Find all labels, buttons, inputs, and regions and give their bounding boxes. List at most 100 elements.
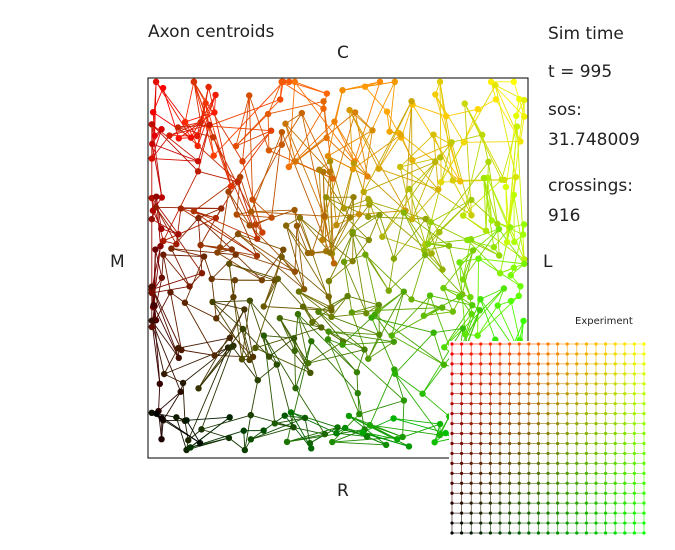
axon-centroid	[298, 109, 306, 117]
inset-node	[498, 511, 502, 515]
inset-node	[623, 491, 627, 495]
inset-node	[565, 342, 569, 346]
inset-node	[527, 382, 531, 386]
inset-node	[623, 511, 627, 515]
inset-node	[623, 352, 627, 356]
axon-edge	[446, 108, 478, 117]
axon-centroid	[334, 424, 341, 431]
axon-centroid	[299, 303, 307, 310]
inset-node	[594, 421, 598, 426]
axon-edge	[434, 94, 465, 143]
inset-node	[450, 501, 454, 505]
axon-centroid	[339, 87, 346, 94]
inset-node	[632, 511, 637, 515]
inset-node	[565, 382, 569, 386]
axon-edge	[184, 256, 205, 303]
axon-edge	[488, 161, 498, 224]
axon-edge	[217, 252, 263, 281]
inset-node	[575, 431, 579, 436]
axon-edge	[343, 261, 367, 314]
axon-centroid	[177, 388, 184, 395]
inset-node	[517, 372, 521, 376]
axon-centroid	[340, 205, 348, 212]
inset-node	[546, 461, 550, 465]
axon-edge	[213, 81, 284, 156]
inset-node	[460, 441, 464, 446]
axon-centroid	[345, 412, 353, 420]
inset-node	[517, 412, 521, 416]
inset-node	[546, 402, 550, 406]
axon-centroid	[159, 84, 167, 92]
inset-node	[479, 382, 483, 386]
inset-node	[546, 441, 550, 446]
inset-node	[565, 531, 569, 535]
inset-node	[508, 382, 512, 386]
axon-centroid	[325, 293, 332, 300]
axon-centroid	[152, 246, 159, 253]
axon-centroid	[177, 205, 185, 212]
inset-node	[584, 461, 589, 465]
inset-node	[460, 421, 464, 426]
inset-node	[584, 342, 589, 346]
axon-edge	[228, 263, 243, 360]
axon-centroid	[364, 173, 371, 180]
axon-centroid	[194, 168, 202, 175]
axon-centroid	[457, 178, 464, 185]
inset-node	[546, 421, 550, 426]
axon-edge	[162, 254, 171, 293]
inset-node	[536, 412, 541, 416]
axon-centroid	[361, 346, 368, 353]
inset-node	[594, 372, 598, 376]
inset-node	[479, 461, 483, 465]
axon-centroid	[174, 124, 182, 131]
axon-centroid	[173, 414, 180, 421]
axon-edge	[295, 341, 312, 389]
axon-edge	[237, 233, 284, 251]
axon-edge	[423, 295, 431, 316]
inset-node	[575, 441, 579, 446]
inset-node	[517, 531, 521, 535]
axon-edge	[151, 286, 180, 359]
inset-node	[508, 372, 512, 376]
inset-node	[460, 431, 464, 436]
axon-edge	[171, 248, 205, 257]
inset-node	[613, 441, 617, 446]
axon-centroid	[326, 158, 334, 165]
inset-node	[565, 362, 569, 366]
inset-node	[546, 392, 550, 396]
axon-edge	[268, 337, 295, 358]
inset-node	[479, 481, 483, 485]
axon-centroid	[167, 289, 174, 296]
axon-centroid	[200, 253, 208, 260]
inset-node	[565, 471, 569, 475]
inset-node	[546, 501, 550, 505]
axon-centroid	[420, 312, 428, 319]
axon-centroid	[160, 251, 167, 258]
axon-edge	[467, 239, 501, 274]
inset-node	[450, 441, 454, 446]
inset-node	[536, 372, 541, 376]
axon-edge	[155, 249, 163, 278]
inset-node	[460, 451, 464, 456]
axon-centroid	[148, 155, 155, 162]
axon-centroid	[469, 301, 476, 309]
inset-node	[632, 471, 637, 475]
axon-centroid	[341, 424, 349, 432]
inset-node	[594, 511, 598, 515]
axon-edge	[459, 228, 500, 263]
inset-node	[527, 392, 531, 396]
inset-node	[642, 362, 646, 366]
axon-centroid	[361, 83, 369, 90]
inset-node	[527, 412, 531, 416]
inset-node	[479, 491, 483, 495]
inset-node	[469, 382, 473, 386]
axon-edge	[363, 161, 436, 193]
inset-node	[556, 392, 560, 396]
axon-centroid	[265, 353, 273, 360]
axon-edge	[295, 387, 326, 435]
axon-centroid	[513, 123, 521, 130]
axon-centroid	[490, 243, 498, 251]
inset-node	[642, 451, 646, 456]
inset-node	[565, 421, 569, 426]
axon-centroid	[225, 434, 233, 442]
